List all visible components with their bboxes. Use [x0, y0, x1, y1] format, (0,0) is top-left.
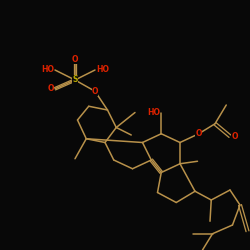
Text: O: O: [92, 87, 98, 96]
Text: O: O: [196, 129, 202, 138]
Text: HO: HO: [147, 108, 160, 117]
Text: O: O: [231, 132, 238, 141]
Text: O: O: [72, 55, 78, 64]
Text: HO: HO: [96, 66, 109, 74]
Text: O: O: [47, 84, 54, 93]
Text: HO: HO: [41, 66, 54, 74]
Text: S: S: [72, 76, 78, 84]
